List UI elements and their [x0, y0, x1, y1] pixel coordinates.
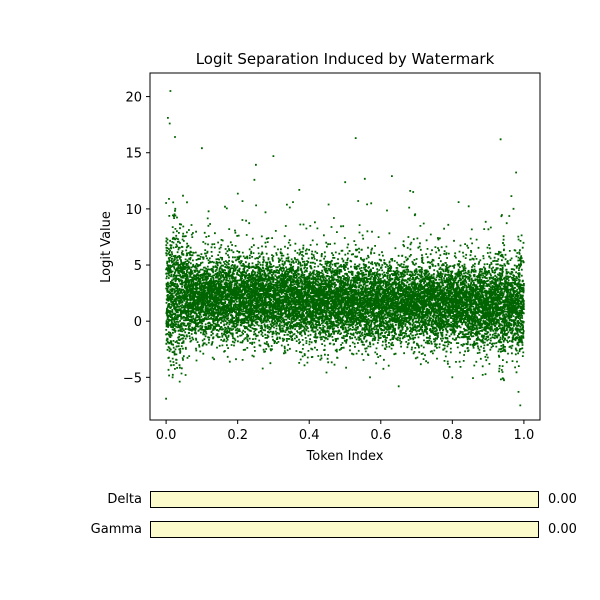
y-tick-label: 20: [125, 91, 142, 106]
y-tick-label: −5: [123, 371, 142, 386]
y-tick-label: 10: [125, 203, 142, 218]
y-tick-label: 5: [134, 259, 142, 274]
delta-slider-label: Delta: [107, 492, 142, 507]
x-axis-label: Token Index: [306, 449, 384, 464]
y-tick-label: 15: [125, 147, 142, 162]
x-tick-label: 0.2: [227, 428, 248, 443]
gamma-slider-label: Gamma: [90, 522, 142, 537]
delta-slider-row: Delta 0.00: [0, 491, 600, 511]
scatter-points: [165, 90, 525, 407]
scatter-point-cloud: [165, 90, 525, 407]
gamma-slider-row: Gamma 0.00: [0, 521, 600, 541]
delta-slider-value: 0.00: [548, 492, 577, 507]
plot-area-frame: [149, 72, 541, 421]
x-axis: 0.0 0.2 0.4 0.6 0.8 1.0: [156, 420, 534, 443]
x-tick-label: 0.0: [156, 428, 177, 443]
y-axis: −5 0 5 10 15 20: [123, 91, 150, 386]
x-tick-label: 0.6: [370, 428, 391, 443]
x-tick-label: 0.4: [299, 428, 320, 443]
y-axis-label: Logit Value: [99, 211, 114, 283]
y-tick-label: 0: [134, 315, 142, 330]
chart-title: Logit Separation Induced by Watermark: [196, 50, 495, 68]
delta-slider[interactable]: [150, 491, 539, 508]
x-tick-label: 1.0: [514, 428, 535, 443]
x-tick-label: 0.8: [442, 428, 463, 443]
gamma-slider-value: 0.00: [548, 522, 577, 537]
gamma-slider[interactable]: [150, 521, 539, 538]
